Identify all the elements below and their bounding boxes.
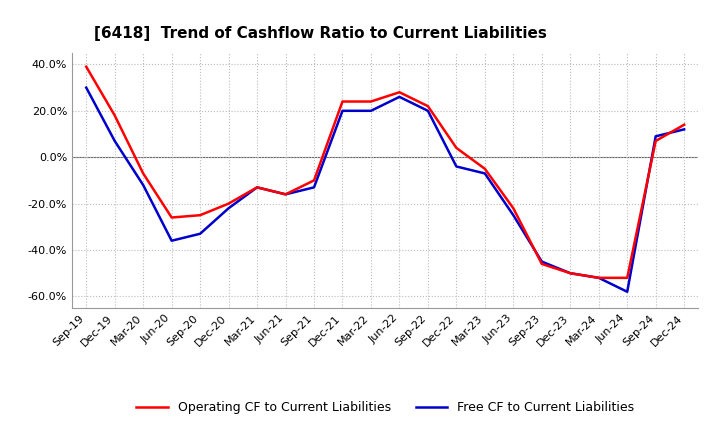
Free CF to Current Liabilities xyxy=(139,183,148,188)
Operating CF to Current Liabilities xyxy=(196,213,204,218)
Operating CF to Current Liabilities xyxy=(395,90,404,95)
Operating CF to Current Liabilities xyxy=(452,145,461,150)
Free CF to Current Liabilities xyxy=(196,231,204,236)
Operating CF to Current Liabilities xyxy=(139,171,148,176)
Free CF to Current Liabilities xyxy=(509,213,518,218)
Operating CF to Current Liabilities xyxy=(366,99,375,104)
Operating CF to Current Liabilities xyxy=(338,99,347,104)
Operating CF to Current Liabilities xyxy=(566,271,575,276)
Free CF to Current Liabilities xyxy=(338,108,347,114)
Free CF to Current Liabilities xyxy=(110,138,119,143)
Free CF to Current Liabilities xyxy=(623,289,631,294)
Line: Operating CF to Current Liabilities: Operating CF to Current Liabilities xyxy=(86,67,684,278)
Operating CF to Current Liabilities xyxy=(480,166,489,172)
Operating CF to Current Liabilities xyxy=(310,178,318,183)
Free CF to Current Liabilities xyxy=(537,259,546,264)
Free CF to Current Liabilities xyxy=(282,192,290,197)
Operating CF to Current Liabilities xyxy=(253,185,261,190)
Free CF to Current Liabilities xyxy=(566,271,575,276)
Legend: Operating CF to Current Liabilities, Free CF to Current Liabilities: Operating CF to Current Liabilities, Fre… xyxy=(131,396,639,419)
Operating CF to Current Liabilities xyxy=(225,201,233,206)
Free CF to Current Liabilities xyxy=(225,205,233,211)
Free CF to Current Liabilities xyxy=(423,108,432,114)
Operating CF to Current Liabilities xyxy=(680,122,688,127)
Operating CF to Current Liabilities xyxy=(110,113,119,118)
Operating CF to Current Liabilities xyxy=(509,205,518,211)
Free CF to Current Liabilities xyxy=(680,127,688,132)
Free CF to Current Liabilities xyxy=(310,185,318,190)
Free CF to Current Liabilities xyxy=(395,94,404,99)
Operating CF to Current Liabilities xyxy=(537,261,546,267)
Free CF to Current Liabilities xyxy=(366,108,375,114)
Text: [6418]  Trend of Cashflow Ratio to Current Liabilities: [6418] Trend of Cashflow Ratio to Curren… xyxy=(94,26,546,41)
Operating CF to Current Liabilities xyxy=(652,138,660,143)
Operating CF to Current Liabilities xyxy=(82,64,91,70)
Free CF to Current Liabilities xyxy=(452,164,461,169)
Free CF to Current Liabilities xyxy=(167,238,176,243)
Free CF to Current Liabilities xyxy=(652,134,660,139)
Operating CF to Current Liabilities xyxy=(282,192,290,197)
Free CF to Current Liabilities xyxy=(595,275,603,280)
Free CF to Current Liabilities xyxy=(82,85,91,90)
Operating CF to Current Liabilities xyxy=(623,275,631,280)
Line: Free CF to Current Liabilities: Free CF to Current Liabilities xyxy=(86,88,684,292)
Free CF to Current Liabilities xyxy=(480,171,489,176)
Operating CF to Current Liabilities xyxy=(423,103,432,109)
Operating CF to Current Liabilities xyxy=(595,275,603,280)
Operating CF to Current Liabilities xyxy=(167,215,176,220)
Free CF to Current Liabilities xyxy=(253,185,261,190)
